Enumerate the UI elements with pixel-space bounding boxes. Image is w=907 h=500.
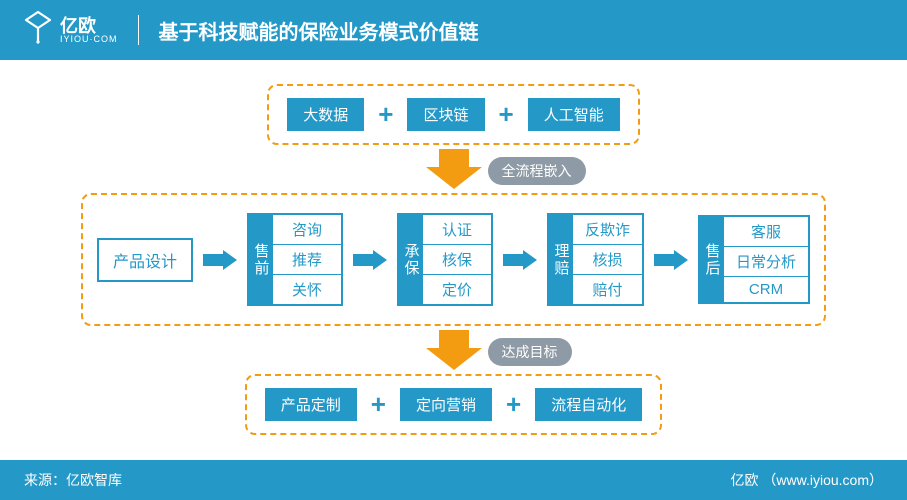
stage-aftersale: 售后 客服 日常分析 CRM: [698, 215, 810, 304]
footer-bar: 来源：亿欧智库 亿欧 （www.iyiou.com）: [0, 460, 907, 500]
stage-item: 赔付: [573, 275, 642, 304]
tech-item: 大数据: [287, 98, 364, 131]
stage-label: 承保: [399, 215, 423, 304]
plus-icon: +: [499, 99, 514, 130]
footer-source: 来源：亿欧智库: [24, 470, 122, 490]
right-arrow-icon: [654, 250, 688, 270]
footer-brand: 亿欧 （www.iyiou.com）: [731, 470, 883, 490]
tech-item: 人工智能: [528, 98, 620, 131]
stage-item: 反欺诈: [573, 215, 642, 245]
tech-item: 区块链: [407, 98, 484, 131]
stage-item: 咨询: [273, 215, 341, 245]
right-arrow-icon: [503, 250, 537, 270]
stage-claims: 理赔 反欺诈 核损 赔付: [547, 213, 644, 306]
logo-text-en: IYIOU·COM: [60, 35, 118, 44]
goal-item: 定向营销: [400, 388, 492, 421]
stage-item: 核损: [573, 245, 642, 275]
stage-item: 定价: [423, 275, 491, 304]
logo: 亿欧 IYIOU·COM: [24, 10, 118, 51]
stage-underwriting: 承保 认证 核保 定价: [397, 213, 493, 306]
goal-item: 流程自动化: [535, 388, 642, 421]
right-arrow-icon: [203, 250, 237, 270]
arrow-label: 达成目标: [488, 338, 572, 366]
stage-label: 理赔: [549, 215, 573, 304]
value-chain-row: 产品设计 售前 咨询 推荐 关怀 承保 认证 核保 定价 理赔 反欺诈 核损: [81, 193, 826, 326]
diagram-content: 大数据 + 区块链 + 人工智能 全流程嵌入 产品设计 售前 咨询 推荐 关怀 …: [0, 60, 907, 460]
arrow-label: 全流程嵌入: [488, 157, 586, 185]
stage-item: 推荐: [273, 245, 341, 275]
plus-icon: +: [378, 99, 393, 130]
logo-text-cn: 亿欧: [60, 17, 118, 35]
right-arrow-icon: [353, 250, 387, 270]
page-title: 基于科技赋能的保险业务模式价值链: [159, 16, 479, 45]
stage-item: 客服: [724, 217, 808, 247]
plus-icon: +: [371, 389, 386, 420]
goal-item: 产品定制: [265, 388, 357, 421]
stage-item: 日常分析: [724, 247, 808, 277]
stage-item: CRM: [724, 277, 808, 302]
header-divider: [138, 15, 139, 45]
stage-item: 认证: [423, 215, 491, 245]
header-bar: 亿欧 IYIOU·COM 基于科技赋能的保险业务模式价值链: [0, 0, 907, 60]
down-arrow-2: 达成目标: [426, 330, 482, 370]
stage-label: 售后: [700, 217, 724, 302]
plus-icon: +: [506, 389, 521, 420]
down-arrow-1: 全流程嵌入: [426, 149, 482, 189]
goals-row: 产品定制 + 定向营销 + 流程自动化: [245, 374, 662, 435]
stage-label: 售前: [249, 215, 273, 304]
logo-icon: [24, 10, 52, 51]
tech-row: 大数据 + 区块链 + 人工智能: [267, 84, 639, 145]
stage-presale: 售前 咨询 推荐 关怀: [247, 213, 343, 306]
chain-start: 产品设计: [97, 238, 193, 282]
stage-item: 核保: [423, 245, 491, 275]
stage-item: 关怀: [273, 275, 341, 304]
